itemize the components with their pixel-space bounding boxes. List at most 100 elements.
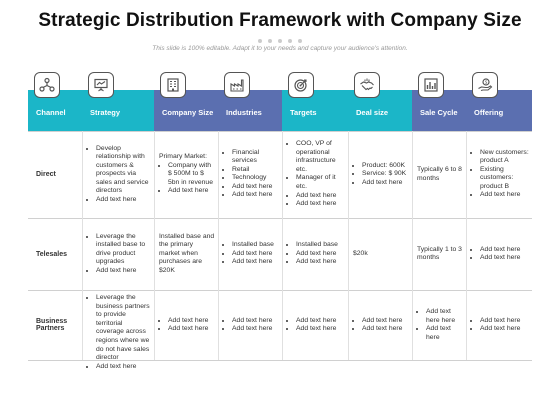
column-divider (348, 131, 349, 360)
bullet-item: Add text here (96, 196, 151, 205)
target-icon (288, 72, 314, 98)
table-cell: Add text hereAdd text here (353, 317, 409, 334)
bullet-list: Installed baseAdd text hereAdd text here (287, 241, 345, 267)
column-header-company-size: Company Size (154, 90, 218, 131)
table-cell: Add text hereAdd text here (471, 317, 529, 334)
bullet-item: Add text here (480, 325, 529, 334)
table-cell: Leverage the business partners to provid… (87, 294, 151, 371)
column-header-label: Channel (36, 108, 66, 117)
bullet-list: Leverage the business partners to provid… (87, 294, 151, 371)
presentation-board-icon (88, 72, 114, 98)
bullet-item: Add text here (296, 192, 345, 201)
bullet-item: Add text here (362, 179, 409, 188)
bullet-item: Add text here (96, 267, 151, 276)
table-cell: Installed baseAdd text hereAdd text here (287, 241, 345, 267)
bullet-list: Company with $ 500M to $ 5bn in revenueA… (159, 162, 215, 196)
bullet-list: Financial servicesRetailTechnology Add te… (223, 149, 279, 201)
bullet-item: Add text here (296, 317, 345, 326)
bullet-item: Company with $ 500M to $ 5bn in revenue (168, 162, 215, 188)
cell-text: $20k (353, 249, 368, 257)
bullet-item: Installed base (232, 241, 279, 250)
bullet-list: COO, VP of operational infrastructure et… (287, 140, 345, 209)
bullet-item: Retail (232, 166, 279, 175)
column-divider (282, 131, 283, 360)
table-cell: $20k (353, 250, 409, 259)
bullet-item: Add text here (362, 325, 409, 334)
page-subtitle: This slide is 100% editable. Adapt it to… (152, 45, 408, 52)
cell-text: Primary Market: (159, 153, 207, 160)
bullet-item: Service: $ 90K (362, 170, 409, 179)
svg-text:$: $ (485, 80, 488, 86)
bullet-item: Add text here (426, 325, 463, 342)
column-divider (412, 131, 413, 360)
bullet-item: Add text here (296, 325, 345, 334)
bullet-item: Add text here (232, 258, 279, 267)
bullet-item: Add text here (168, 317, 215, 326)
row-label: Business Partners (36, 318, 68, 332)
bullet-item: Leverage the installed base to drive pro… (96, 233, 151, 267)
bullet-list: Add text hereAdd text here (471, 317, 529, 334)
table-cell: Installed base and the primary market wh… (159, 233, 215, 276)
bullet-list: Leverage the installed base to drive pro… (87, 233, 151, 276)
row-divider (28, 360, 532, 361)
row-label: Telesales (36, 250, 68, 258)
row-divider (28, 290, 532, 291)
bullet-item: Add text here (168, 325, 215, 334)
table-cell: COO, VP of operational infrastructure et… (287, 140, 345, 209)
bullet-item: Add text here (296, 250, 345, 259)
bullet-item: Manager of it etc. (296, 174, 345, 191)
bullet-list: Add text hereAdd text here (159, 317, 215, 334)
bullet-item: Add text here (480, 317, 529, 326)
column-divider (154, 131, 155, 360)
column-header-label: Industries (226, 108, 262, 117)
table-cell: Add text hereAdd text here (159, 317, 215, 334)
bullet-item: Add text here here (426, 308, 463, 325)
bullet-item: Installed base (296, 241, 345, 250)
column-header-label: Targets (290, 108, 317, 117)
bullet-item: Add text here (296, 258, 345, 267)
column-header-label: Deal size (356, 108, 389, 117)
row-divider (28, 218, 532, 219)
bullet-item: Add text here (96, 363, 151, 372)
cell-text: Installed base and the primary market wh… (159, 232, 215, 274)
column-header-label: Sale Cycle (420, 108, 458, 117)
table-cell: Add text here hereAdd text here (417, 308, 463, 342)
table-cell: Develop relationship with customers & pr… (87, 145, 151, 205)
bullet-item: Product: 600K (362, 162, 409, 171)
cell-text: Typically 6 to 8 months (417, 166, 462, 182)
row-divider (28, 131, 532, 132)
bullet-item: Add text here (168, 187, 215, 196)
table-cell: Installed baseAdd text hereAdd text here (223, 241, 279, 267)
column-divider (82, 131, 83, 360)
bullet-item: Add text here (232, 325, 279, 334)
handshake-icon (354, 72, 380, 98)
table-cell: Typically 6 to 8 months (417, 166, 463, 183)
bullet-item: Add text here (480, 254, 529, 263)
bullet-item: Add text here (232, 191, 279, 200)
cell-text: Typically 1 to 3 months (417, 245, 462, 262)
bullet-list: Add text hereAdd text here (223, 317, 279, 334)
bullet-item: Technology (232, 174, 279, 183)
table-cell: Typically 1 to 3 months (417, 246, 463, 263)
bullet-list: Product: 600KService: $ 90KAdd text here (353, 162, 409, 188)
bullet-item: Add text here (232, 250, 279, 259)
page-title: Strategic Distribution Framework with Co… (38, 10, 522, 31)
bar-chart-icon (418, 72, 444, 98)
bullet-item: Existing customers: product B (480, 166, 529, 192)
bullet-list: Add text hereAdd text here (471, 246, 529, 263)
bullet-list: Develop relationship with customers & pr… (87, 145, 151, 205)
table-cell: Add text hereAdd text here (471, 246, 529, 263)
column-header-label: Company Size (162, 108, 214, 117)
building-icon (160, 72, 186, 98)
bullet-item: Financial services (232, 149, 279, 166)
bullet-item: Add text here (296, 200, 345, 209)
column-header-label: Offering (474, 108, 504, 117)
bullet-list: Add text here hereAdd text here (417, 308, 463, 342)
bullet-item: Add text here (480, 246, 529, 255)
decorative-dots (258, 39, 302, 43)
factory-icon (224, 72, 250, 98)
column-divider (218, 131, 219, 360)
table-cell: Primary Market: Company with $ 500M to $ … (159, 153, 215, 196)
column-header-label: Strategy (90, 108, 121, 117)
table-cell: Leverage the installed base to drive pro… (87, 233, 151, 276)
